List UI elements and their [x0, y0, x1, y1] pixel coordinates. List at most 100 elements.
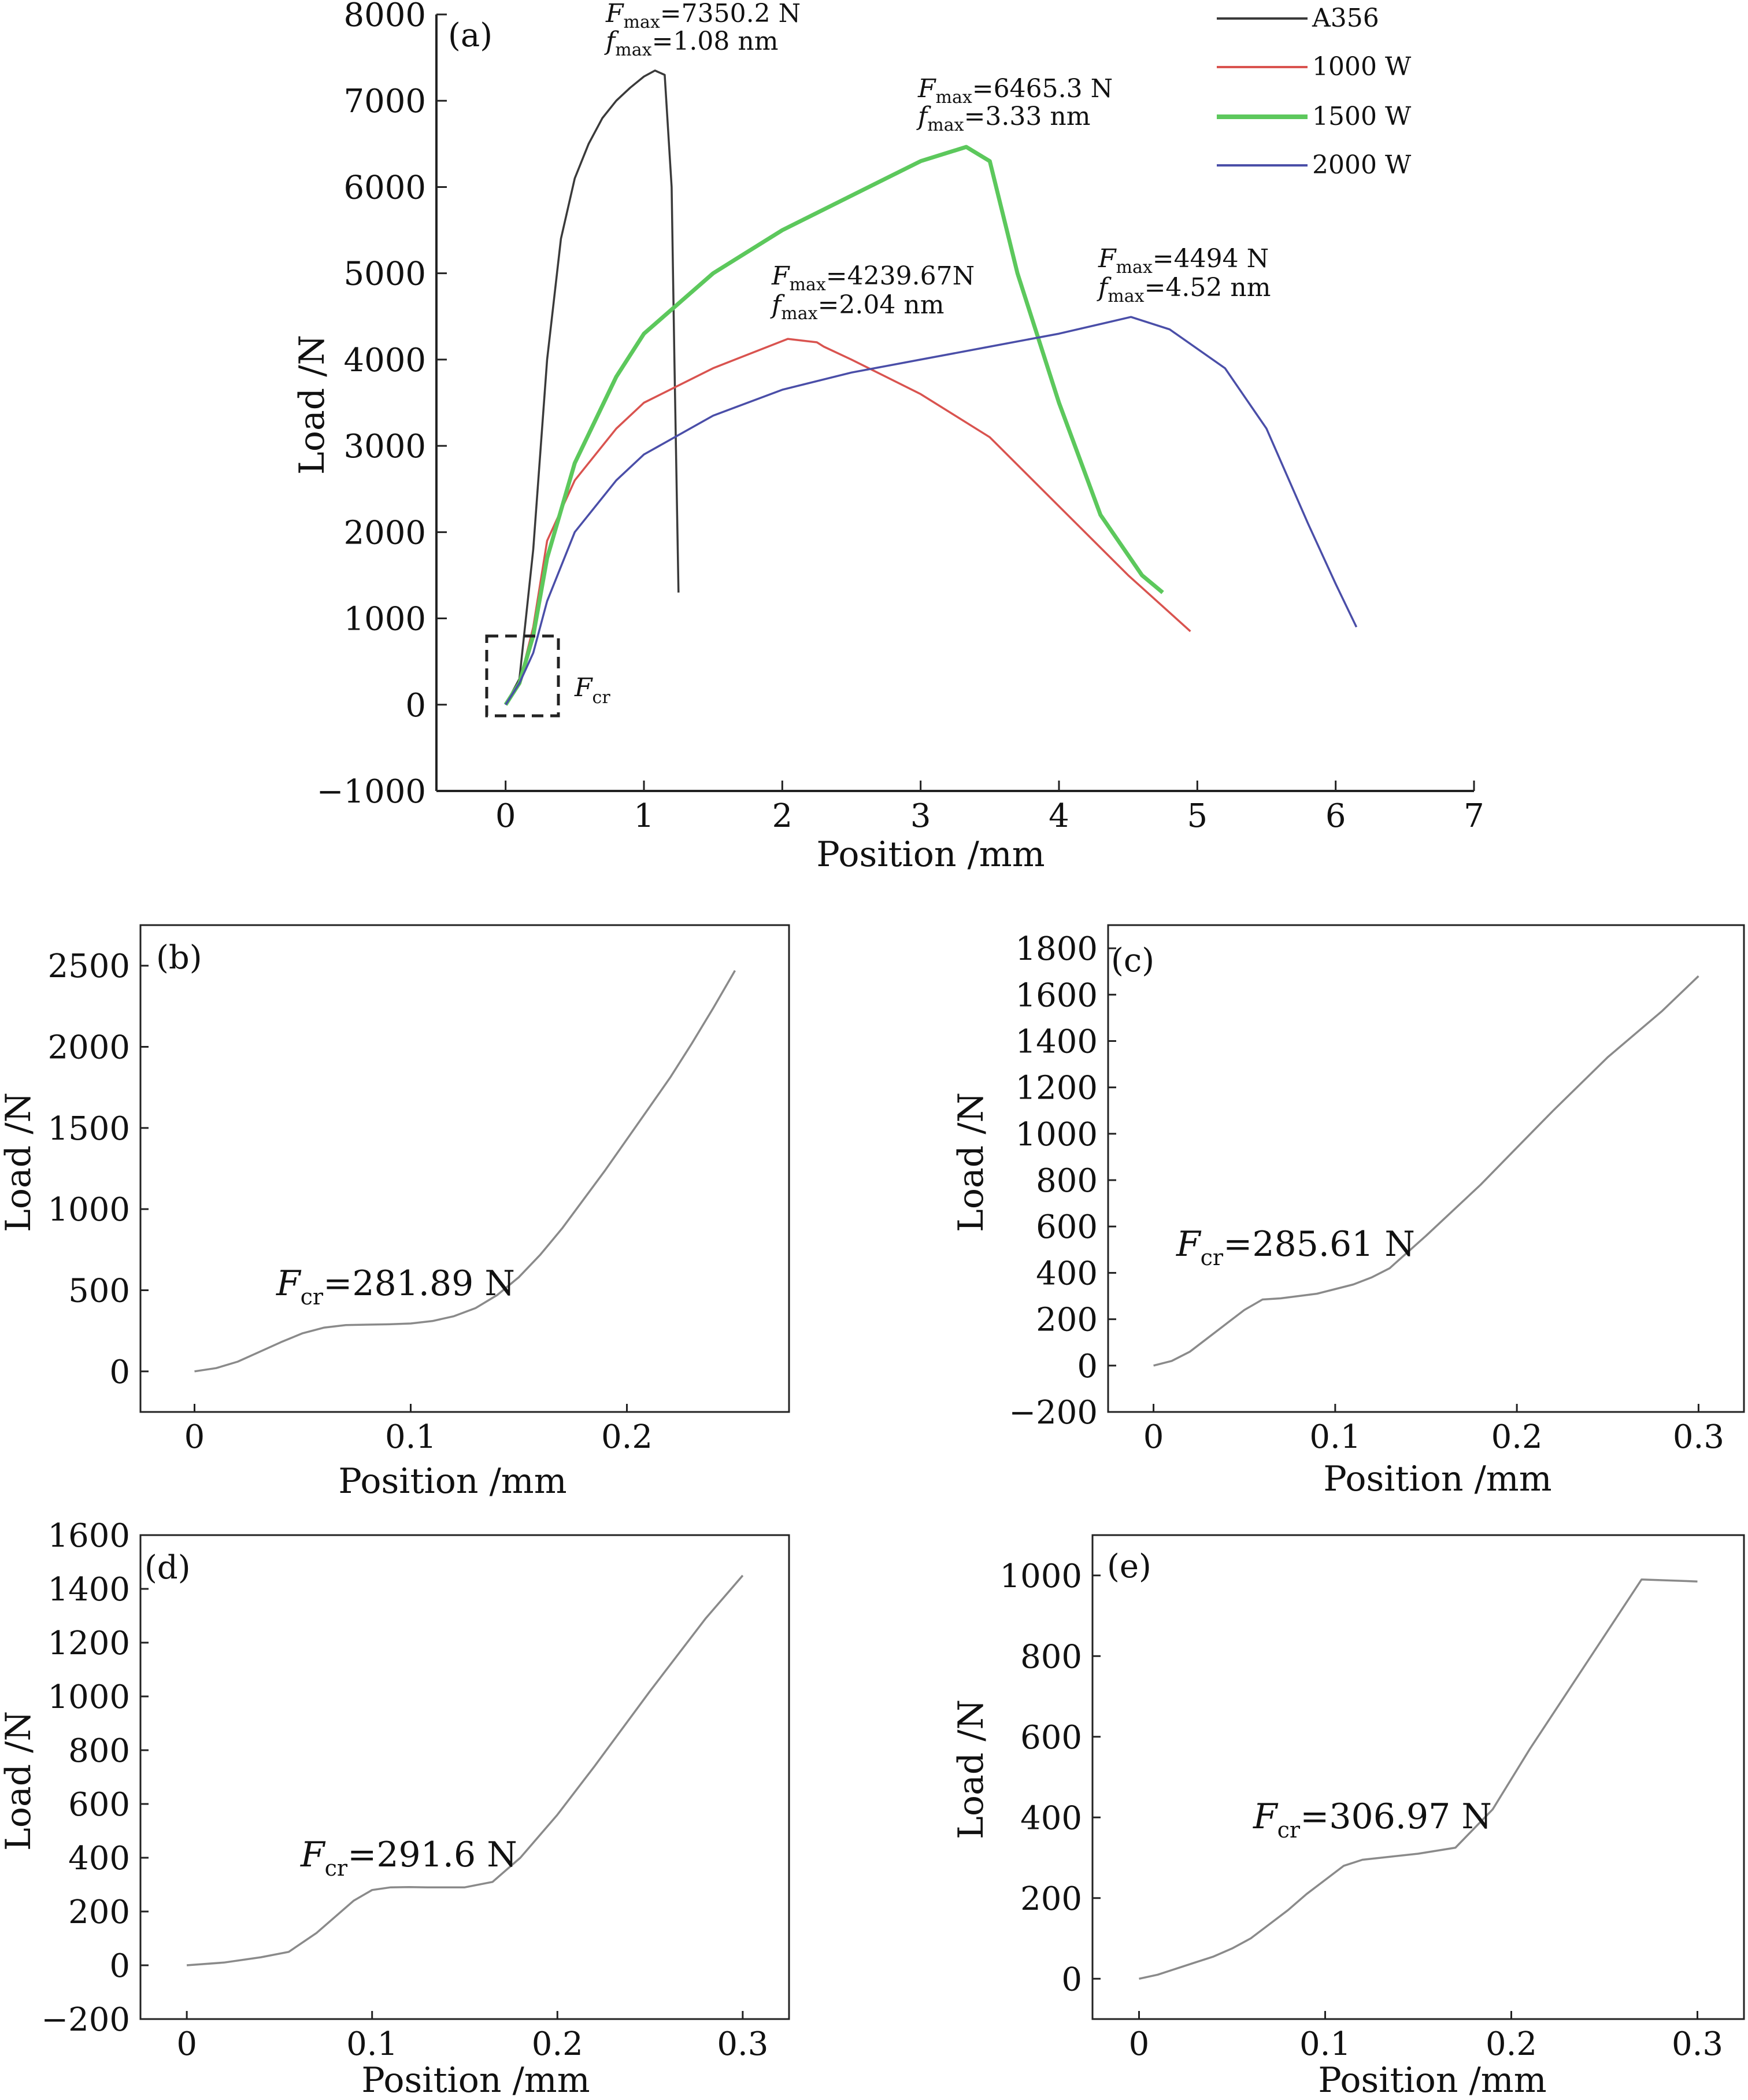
annotation-1000w-F-var: F [771, 261, 790, 291]
panel-c-label: (c) [1111, 942, 1154, 979]
y-tick-label: 3000 [343, 428, 426, 465]
svg-text:fmax=1.08 nm: fmax=1.08 nm [604, 27, 778, 60]
annotation-a356-F-value: =7350.2 N [660, 0, 801, 28]
panel-a-ylabel: Load /N [292, 335, 332, 475]
panel-d-xlabel: Position /mm [361, 2060, 590, 2100]
panel-c-ticks: −200 0 200 400 600 800 1000 1200 1400 1600 1800 0 0.… [1009, 930, 1724, 1456]
annotation-2000w: Fmax=4494 N fmax=4.52 nm [1097, 244, 1271, 306]
annotation-1500w-f-value: =3.33 nm [964, 102, 1091, 131]
y-tick-label: 8000 [343, 0, 426, 34]
annotation-a356: Fmax=7350.2 N fmax=1.08 nm [604, 0, 801, 60]
svg-text:Fmax=6465.3 N: Fmax=6465.3 N [917, 74, 1113, 108]
panel-d: −200 0 200 400 600 800 1000 1200 1400 1600 0 0.1 0.2… [0, 1517, 790, 2100]
y-tick-label: −1000 [317, 773, 426, 811]
panel-a-xlabel: Position /mm [816, 834, 1045, 875]
y-tick-label: 1000 [1015, 1116, 1098, 1153]
panel-d-series [186, 1574, 744, 1966]
y-tick-label: 800 [1036, 1162, 1098, 1200]
x-tick-label: 0.1 [1309, 1418, 1361, 1456]
y-tick-label: −200 [41, 2001, 130, 2039]
x-tick-label: 0 [1143, 1418, 1164, 1456]
panel-b-frame [139, 924, 790, 1413]
panel-b-xlabel: Position /mm [338, 1461, 566, 1502]
annotation-a356-F-var: F [605, 0, 624, 28]
y-tick-label: 800 [1020, 1638, 1082, 1676]
x-tick-label: 4 [1049, 797, 1069, 835]
svg-text:Fmax=4494 N: Fmax=4494 N [1098, 244, 1269, 278]
series-line-1000-w [505, 338, 1191, 705]
annotation-1500w-F-var: F [917, 74, 936, 103]
panel-e-series [1139, 1578, 1698, 1980]
annotation-1000w-f-value: =2.04 nm [818, 290, 945, 320]
panel-d-annotation: Fcr=291.6 N [300, 1835, 517, 1881]
series-line-2000-w [505, 316, 1358, 705]
y-tick-label: 1600 [47, 1517, 130, 1555]
annotation-1500w: Fmax=6465.3 N fmax=3.33 nm [916, 74, 1113, 135]
x-tick-label: 0.2 [532, 2025, 583, 2063]
annotation-2000w-f-value: =4.52 nm [1145, 273, 1271, 302]
y-tick-label: 1500 [47, 1110, 130, 1148]
panel-b-label: (b) [156, 939, 202, 977]
x-tick-label: 1 [634, 797, 654, 835]
series-line-1500-w [503, 145, 1164, 706]
y-tick-label: 7000 [343, 83, 426, 120]
panel-b-series [194, 970, 736, 1373]
x-tick-label: 2 [772, 797, 793, 835]
y-tick-label: 1000 [47, 1678, 130, 1716]
panel-b-annotation: Fcr=281.89 N [276, 1263, 515, 1310]
y-tick-label: 2000 [343, 514, 426, 552]
panel-b-ylabel: Load /N [0, 1092, 39, 1232]
y-tick-label: 1400 [47, 1571, 130, 1609]
svg-text:Fmax=7350.2 N: Fmax=7350.2 N [605, 0, 801, 32]
panel-c-ylabel: Load /N [951, 1092, 991, 1232]
x-tick-label: 0.1 [346, 2025, 398, 2063]
x-tick-label: 7 [1464, 797, 1484, 835]
x-tick-label: 0 [184, 1418, 205, 1456]
y-tick-label: 1600 [1015, 977, 1098, 1014]
x-tick-label: 0.1 [385, 1418, 436, 1456]
y-tick-label: 1000 [999, 1558, 1082, 1595]
x-tick-label: 0.3 [1672, 2025, 1723, 2063]
y-tick-label: 1800 [1015, 930, 1098, 968]
y-tick-label: 0 [1077, 1348, 1098, 1385]
legend-label-1000w: 1000 W [1312, 52, 1412, 82]
panel-a: −1000 0 1000 2000 3000 4000 5000 6000 7000 8000 0 1… [292, 0, 1484, 875]
panel-c-series [1153, 975, 1699, 1367]
x-tick-label: 0.2 [1491, 1418, 1543, 1456]
series-line-a356 [505, 69, 680, 705]
panel-e-annotation: Fcr=306.97 N [1253, 1796, 1492, 1843]
panel-c-annotation: Fcr=285.61 N [1176, 1224, 1415, 1270]
panel-a-label: (a) [448, 17, 492, 54]
panel-e-ticks: 0 200 400 600 800 1000 0 0.1 0.2 0.3 [999, 1558, 1723, 2063]
panel-a-legend: A356 1000 W 1500 W 2000 W [1217, 3, 1412, 180]
y-tick-label: 200 [68, 1894, 130, 1931]
panel-d-ticks: −200 0 200 400 600 800 1000 1200 1400 1600 0 0.1 0.2… [41, 1517, 768, 2063]
y-tick-label: 0 [109, 1354, 130, 1391]
annotation-2000w-F-sub: max [1116, 257, 1153, 278]
panel-e-ylabel: Load /N [951, 1699, 991, 1839]
annotation-1000w-F-value: =4239.67N [826, 261, 975, 291]
svg-text:fmax=4.52 nm: fmax=4.52 nm [1097, 273, 1271, 306]
x-tick-label: 0 [176, 2025, 197, 2063]
y-tick-label: 0 [109, 1947, 130, 1985]
panel-e-label: (e) [1107, 1548, 1151, 1585]
annotation-1000w-f-sub: max [781, 304, 817, 324]
series-line-curve [1153, 975, 1699, 1367]
annotation-1000w-F-sub: max [790, 275, 826, 295]
legend-label-2000w: 2000 W [1312, 150, 1412, 180]
x-tick-label: 6 [1325, 797, 1346, 835]
annotation-a356-f-sub: max [615, 40, 651, 60]
y-tick-label: 2000 [47, 1029, 130, 1067]
annotation-fcr-a: Fcr [574, 673, 610, 708]
annotation-1500w-F-value: =6465.3 N [972, 74, 1113, 103]
y-tick-label: 500 [68, 1273, 130, 1310]
panel-e-xlabel: Position /mm [1318, 2060, 1546, 2100]
svg-text:Fmax=4239.67N: Fmax=4239.67N [771, 261, 975, 295]
y-tick-label: 6000 [343, 169, 426, 206]
y-tick-label: 1400 [1015, 1023, 1098, 1060]
panel-b-ticks: 0 500 1000 1500 2000 2500 0 0.1 0.2 [47, 948, 653, 1456]
y-tick-label: 200 [1020, 1880, 1082, 1918]
panel-a-series [503, 69, 1358, 706]
y-tick-label: 400 [68, 1840, 130, 1877]
